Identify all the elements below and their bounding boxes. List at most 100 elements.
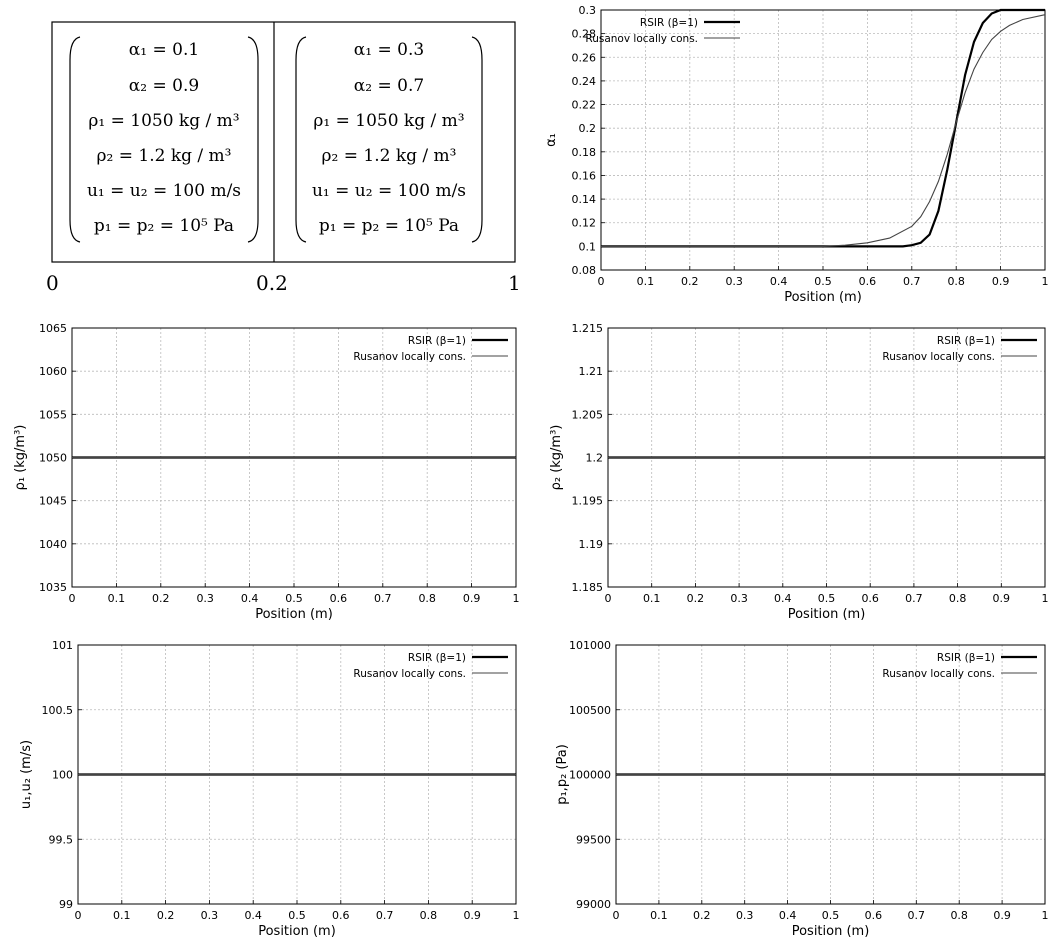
y-tick-label: 100000 — [569, 769, 611, 782]
x-tick-label: 0.9 — [463, 909, 481, 922]
x-tick-label: 0.6 — [865, 909, 883, 922]
left-state-line: ρ₁ = 1050 kg / m³ — [88, 111, 239, 131]
legend-label: Rusanov locally cons. — [353, 351, 466, 363]
chart-p: 0 0.1 0.2 0.3 0.4 0.5 0.6 0.7 0.8 0.9 1 99000 99500 1… — [555, 639, 1049, 939]
y-tick-label: 1.195 — [572, 495, 604, 508]
legend-label: RSIR (β=1) — [408, 335, 466, 347]
y-tick-label: 0.16 — [572, 169, 597, 182]
x-tick-label: 0.4 — [244, 909, 262, 922]
y-tick-label: 1045 — [39, 495, 67, 508]
left-state-line: α₂ = 0.9 — [129, 76, 199, 96]
right-state-line: u₁ = u₂ = 100 m/s — [312, 181, 466, 201]
legend-label: Rusanov locally cons. — [882, 351, 995, 363]
y-tick-label: 101 — [52, 639, 73, 652]
y-tick-label: 1050 — [39, 452, 67, 465]
x-tick-label: 0.8 — [949, 592, 967, 605]
y-tick-label: 0.3 — [579, 4, 597, 17]
series-line-rsir — [601, 8, 1045, 248]
x-tick-label: 1 — [513, 909, 520, 922]
left-state-line: u₁ = u₂ = 100 m/s — [87, 181, 241, 201]
series-line-rusanov — [601, 14, 1046, 247]
y-tick-label: 99.5 — [49, 833, 74, 846]
initial-condition-panel: α₁ = 0.1 α₂ = 0.9 ρ₁ = 1050 kg / m³ ρ₂ =… — [46, 21, 521, 295]
x-tick-label: 0 — [605, 592, 612, 605]
y-axis-label: ρ₁ (kg/m³) — [13, 425, 28, 491]
x-tick-label: 0.9 — [993, 592, 1011, 605]
y-axis-label: p₁,p₂ (Pa) — [555, 744, 570, 805]
x-axis-label: Position (m) — [255, 607, 333, 622]
x-tick-label: 0.2 — [693, 909, 711, 922]
x-tick-label: 0.3 — [725, 275, 743, 288]
plot-frame — [600, 9, 1046, 271]
x-tick-label: 0.7 — [374, 592, 392, 605]
y-tick-label: 101000 — [569, 639, 611, 652]
x-tick-label: 0.3 — [201, 909, 219, 922]
x-tick-label: 0 — [598, 275, 605, 288]
legend: RSIR (β=1) Rusanov locally cons. — [882, 652, 1037, 680]
x-tick-label: 0.2 — [681, 275, 699, 288]
x-tick-label: 0.8 — [420, 909, 438, 922]
x-tick-label: 1 — [1042, 909, 1049, 922]
y-tick-label: 100500 — [569, 704, 611, 717]
x-tick-label: 0.5 — [814, 275, 832, 288]
y-tick-label: 0.28 — [572, 28, 597, 41]
y-tick-label: 1035 — [39, 581, 67, 594]
right-state-line: p₁ = p₂ = 10⁵ Pa — [319, 216, 459, 236]
x-tick-label: 0.1 — [637, 275, 655, 288]
x-tick-label: 0.6 — [861, 592, 879, 605]
x-tick-label: 0.4 — [241, 592, 259, 605]
x-tick-label: 0.9 — [992, 275, 1010, 288]
x-tick-label: 0.6 — [859, 275, 877, 288]
y-tick-label: 1060 — [39, 365, 67, 378]
x-axis-label: Position (m) — [784, 290, 862, 305]
x-tick-label: 0.3 — [730, 592, 748, 605]
left-state-bracket-open — [69, 36, 81, 243]
x-tick-label: 0.5 — [822, 909, 840, 922]
right-state-line: α₁ = 0.3 — [354, 40, 424, 60]
position-label-split: 0.2 — [256, 271, 288, 295]
x-tick-label: 0.8 — [418, 592, 436, 605]
x-tick-label: 0.7 — [905, 592, 923, 605]
x-tick-label: 1 — [1042, 592, 1049, 605]
position-label-right: 1 — [508, 271, 521, 295]
right-state-bracket-close — [471, 36, 483, 243]
legend: RSIR (β=1) Rusanov locally cons. — [353, 652, 508, 680]
legend: RSIR (β=1) Rusanov locally cons. — [353, 335, 508, 363]
x-tick-label: 0.7 — [376, 909, 394, 922]
y-tick-label: 1.21 — [579, 365, 604, 378]
y-axis-label: ρ₂ (kg/m³) — [549, 425, 564, 491]
legend-label: Rusanov locally cons. — [585, 33, 698, 45]
y-tick-label: 0.2 — [579, 122, 597, 135]
x-tick-label: 0.3 — [736, 909, 754, 922]
x-tick-label: 0.6 — [332, 909, 350, 922]
y-tick-label: 1065 — [39, 322, 67, 335]
x-tick-label: 1 — [1042, 275, 1049, 288]
y-tick-label: 0.22 — [572, 99, 597, 112]
x-tick-label: 0.7 — [908, 909, 926, 922]
y-axis-label: u₁,u₂ (m/s) — [19, 740, 34, 809]
y-tick-label: 0.18 — [572, 146, 597, 159]
x-tick-label: 0.5 — [288, 909, 306, 922]
right-state-line: ρ₁ = 1050 kg / m³ — [313, 111, 464, 131]
left-state-line: ρ₂ = 1.2 kg / m³ — [97, 146, 232, 166]
x-tick-label: 0.3 — [196, 592, 214, 605]
x-tick-label: 0.4 — [774, 592, 792, 605]
x-tick-label: 0.4 — [770, 275, 788, 288]
x-axis-label: Position (m) — [792, 924, 870, 939]
chart-rho2: 0 0.1 0.2 0.3 0.4 0.5 0.6 0.7 0.8 0.9 1 1.185 1.19 1.… — [549, 322, 1049, 622]
x-tick-label: 0.8 — [950, 909, 968, 922]
x-axis-label: Position (m) — [788, 607, 866, 622]
x-tick-label: 0.9 — [463, 592, 481, 605]
left-state-line: α₁ = 0.1 — [129, 40, 199, 60]
y-tick-label: 1.185 — [572, 581, 604, 594]
y-tick-label: 0.12 — [572, 217, 597, 230]
x-tick-label: 0.5 — [818, 592, 836, 605]
domain-box — [51, 21, 516, 263]
position-label-left: 0 — [46, 271, 59, 295]
y-tick-label: 100.5 — [42, 704, 74, 717]
x-tick-label: 0.7 — [903, 275, 921, 288]
y-tick-label: 0.14 — [572, 193, 597, 206]
y-axis-label: α₁ — [544, 133, 559, 147]
y-tick-label: 100 — [52, 769, 73, 782]
x-tick-label: 0.6 — [330, 592, 348, 605]
